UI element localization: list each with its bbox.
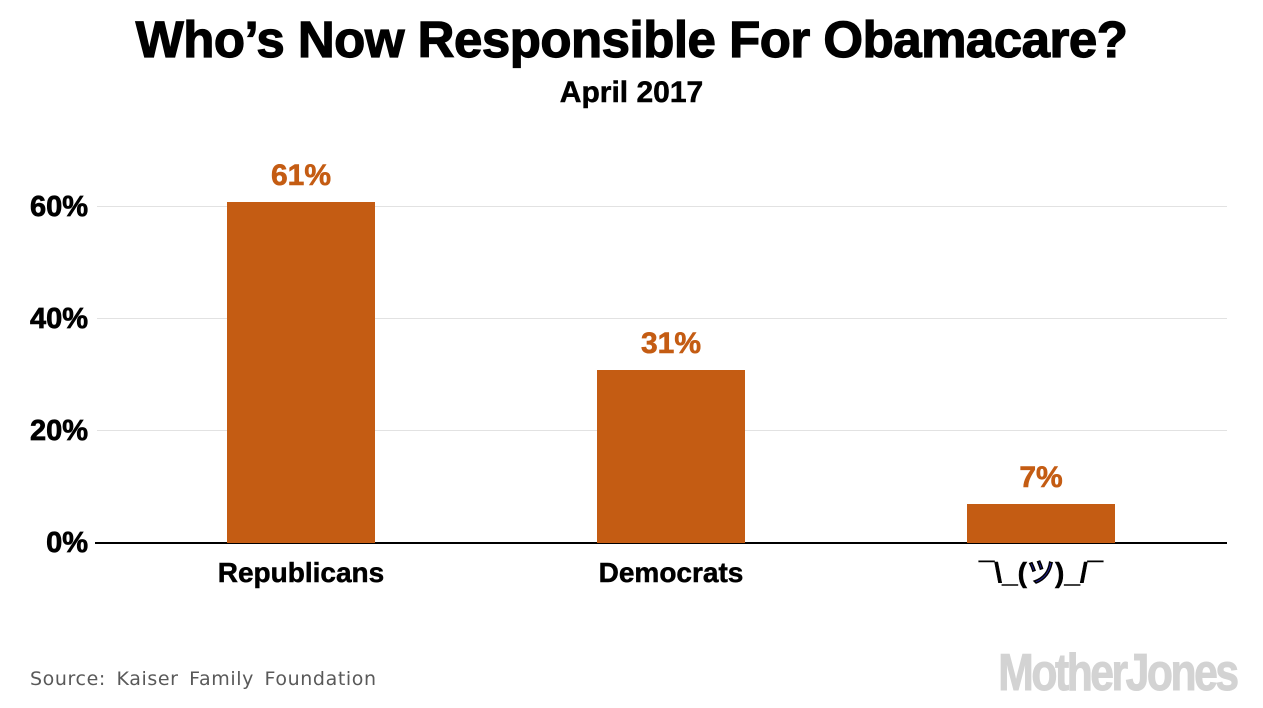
category-label: ¯\_(ツ)_/¯	[978, 557, 1104, 589]
y-tick-label: 0%	[46, 527, 89, 560]
value-label: 61%	[270, 159, 332, 193]
y-tick-label: 40%	[29, 303, 89, 336]
bar-2	[967, 504, 1115, 543]
category-label: Democrats	[598, 557, 744, 589]
bar-0	[227, 202, 375, 543]
y-tick-label: 60%	[29, 191, 89, 224]
value-label: 31%	[640, 327, 702, 361]
chart-title: Who’s Now Responsible For Obamacare?	[135, 10, 1128, 68]
bar-1	[597, 370, 745, 543]
shrug-face-glyph: ツ	[1026, 557, 1056, 589]
chart-subtitle: April 2017	[559, 76, 704, 110]
x-axis-line	[95, 542, 1227, 544]
category-label: Republicans	[217, 557, 385, 589]
brand-logo: MotherJones	[998, 644, 1240, 703]
y-tick-label: 20%	[29, 415, 89, 448]
gridline	[97, 318, 1227, 320]
gridline	[97, 206, 1227, 208]
value-label: 7%	[1019, 461, 1063, 495]
source-text: Source: Kaiser Family Foundation	[30, 668, 377, 690]
